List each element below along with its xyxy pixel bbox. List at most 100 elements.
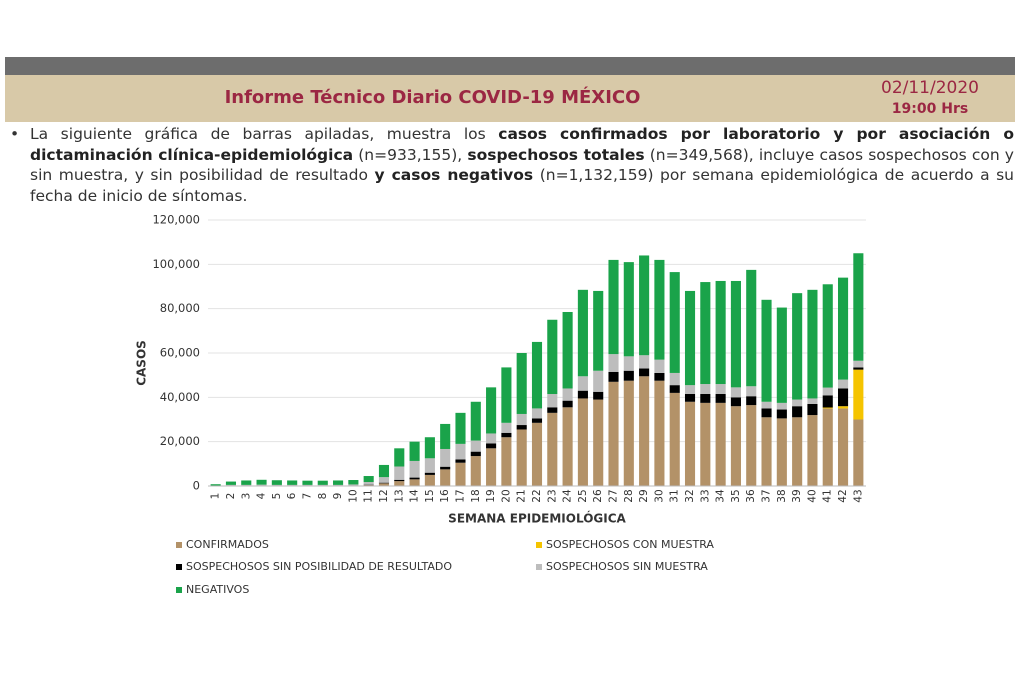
bar-segment bbox=[577, 289, 588, 377]
bar-segment bbox=[654, 380, 665, 486]
bar-segment bbox=[822, 284, 833, 388]
bar-segment bbox=[853, 360, 864, 368]
bar-segment bbox=[746, 386, 757, 397]
bar-segment bbox=[577, 376, 588, 391]
x-tick-label: 29 bbox=[638, 489, 650, 502]
bar-segment bbox=[623, 356, 634, 371]
bar-segment bbox=[669, 385, 680, 393]
bar-segment bbox=[715, 280, 726, 385]
x-tick-label: 34 bbox=[715, 489, 727, 503]
bar-segment bbox=[271, 484, 282, 486]
bar-segment bbox=[348, 484, 359, 486]
bar-segment bbox=[562, 311, 573, 389]
paragraph-segment: (n=1,132,159) por semana epidemiológica … bbox=[30, 166, 1015, 205]
bar-segment bbox=[639, 255, 650, 356]
x-tick-label: 17 bbox=[454, 489, 466, 502]
bar-segment bbox=[593, 391, 604, 400]
bar-segment bbox=[853, 367, 864, 370]
bar-segment bbox=[700, 384, 711, 395]
y-tick-label: 120,000 bbox=[152, 213, 200, 227]
bar-segment bbox=[700, 282, 711, 385]
bar-segment bbox=[684, 401, 696, 486]
bar-segment bbox=[776, 418, 787, 486]
bar-segment bbox=[715, 384, 726, 395]
y-tick-label: 0 bbox=[193, 479, 200, 493]
bar-segment bbox=[639, 355, 650, 369]
bar-segment bbox=[225, 481, 237, 485]
x-tick-label: 39 bbox=[791, 489, 803, 502]
bar-segment bbox=[378, 477, 390, 483]
x-tick-label: 33 bbox=[699, 489, 711, 502]
bar-segment bbox=[394, 481, 405, 486]
bar-segment bbox=[455, 459, 466, 463]
legend-swatch bbox=[176, 564, 182, 570]
x-tick-label: 37 bbox=[761, 489, 773, 502]
y-tick-label: 40,000 bbox=[160, 390, 200, 404]
legend-label: SOSPECHOSOS CON MUESTRA bbox=[546, 538, 714, 551]
bar-segment bbox=[608, 259, 619, 355]
bar-segment bbox=[608, 354, 619, 372]
bar-segment bbox=[363, 476, 374, 483]
bar-segment bbox=[715, 402, 726, 486]
x-tick-label: 22 bbox=[531, 489, 543, 502]
legend-swatch bbox=[176, 587, 182, 593]
bar-segment bbox=[837, 408, 849, 486]
bar-segment bbox=[241, 480, 252, 485]
bar-segment bbox=[378, 483, 390, 486]
paragraph-segment: (n=933,155), bbox=[353, 145, 468, 164]
bar-segment bbox=[837, 406, 849, 409]
x-tick-label: 2 bbox=[225, 493, 237, 500]
bar-segment bbox=[486, 433, 497, 444]
bar-segment bbox=[302, 484, 313, 486]
bar-segment bbox=[455, 443, 466, 460]
bar-segment bbox=[669, 372, 680, 386]
legend-label: NEGATIVOS bbox=[186, 583, 249, 596]
x-tick-label: 38 bbox=[776, 489, 788, 502]
top-bar bbox=[5, 57, 1015, 75]
x-tick-label: 13 bbox=[393, 489, 405, 502]
bar-segment bbox=[470, 451, 481, 457]
bar-segment bbox=[822, 387, 833, 396]
bar-segment bbox=[531, 408, 543, 419]
legend-swatch bbox=[176, 542, 182, 548]
bar-segment bbox=[516, 353, 527, 414]
bar-segment bbox=[654, 359, 665, 373]
x-tick-label: 21 bbox=[516, 489, 528, 502]
x-tick-label: 1 bbox=[210, 493, 222, 500]
bar-segment bbox=[730, 387, 741, 398]
x-tick-label: 8 bbox=[317, 493, 329, 500]
bar-segment bbox=[486, 443, 497, 449]
bar-segment bbox=[608, 381, 619, 486]
bar-segment bbox=[470, 456, 481, 486]
x-tick-label: 3 bbox=[240, 493, 252, 500]
bar-segment bbox=[837, 388, 849, 407]
y-tick-label: 20,000 bbox=[160, 434, 200, 448]
legend-swatch bbox=[536, 542, 542, 548]
x-tick-label: 6 bbox=[286, 492, 298, 499]
bar-segment bbox=[837, 277, 849, 380]
bar-segment bbox=[730, 406, 741, 486]
x-tick-label: 18 bbox=[470, 489, 482, 502]
bar-segment bbox=[807, 289, 818, 399]
bar-segment bbox=[210, 484, 221, 486]
bar-segment bbox=[776, 409, 787, 419]
x-tick-label: 24 bbox=[562, 489, 574, 503]
y-tick-label: 80,000 bbox=[160, 301, 200, 315]
bar-segment bbox=[378, 482, 390, 484]
bar-segment bbox=[440, 423, 451, 449]
bar-segment bbox=[455, 462, 466, 486]
bar-segment bbox=[654, 372, 665, 381]
x-tick-label: 41 bbox=[822, 489, 834, 502]
bar-segment bbox=[822, 395, 833, 408]
bar-segment bbox=[837, 379, 849, 389]
bar-segment bbox=[853, 253, 864, 361]
y-tick-label: 100,000 bbox=[152, 257, 200, 271]
bar-segment bbox=[730, 397, 741, 407]
bar-segment bbox=[409, 441, 420, 461]
paragraph-segment: (n=349,568), incluye casos sospechosos c… bbox=[30, 145, 1014, 185]
bar-segment bbox=[822, 408, 833, 486]
bar-segment bbox=[317, 480, 328, 485]
paragraph-segment: sospechosos totales bbox=[467, 145, 645, 164]
